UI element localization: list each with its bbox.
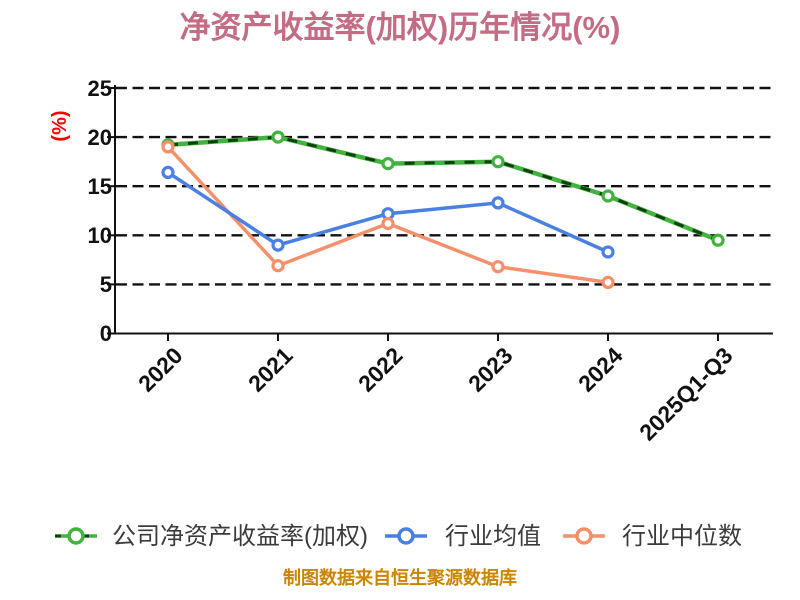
svg-text:20: 20 <box>88 125 112 150</box>
svg-text:公司净资产收益率(加权): 公司净资产收益率(加权) <box>112 523 368 550</box>
svg-text:5: 5 <box>100 272 112 297</box>
svg-text:行业中位数: 行业中位数 <box>622 523 742 550</box>
svg-text:15: 15 <box>88 174 112 199</box>
svg-text:25: 25 <box>88 76 112 101</box>
svg-text:净资产收益率(加权)历年情况(%): 净资产收益率(加权)历年情况(%) <box>180 10 621 45</box>
svg-text:10: 10 <box>88 223 112 248</box>
svg-text:(%): (%) <box>49 110 71 141</box>
svg-text:制图数据来自恒生聚源数据库: 制图数据来自恒生聚源数据库 <box>283 567 517 588</box>
svg-text:0: 0 <box>100 321 112 346</box>
svg-text:行业均值: 行业均值 <box>445 523 541 550</box>
